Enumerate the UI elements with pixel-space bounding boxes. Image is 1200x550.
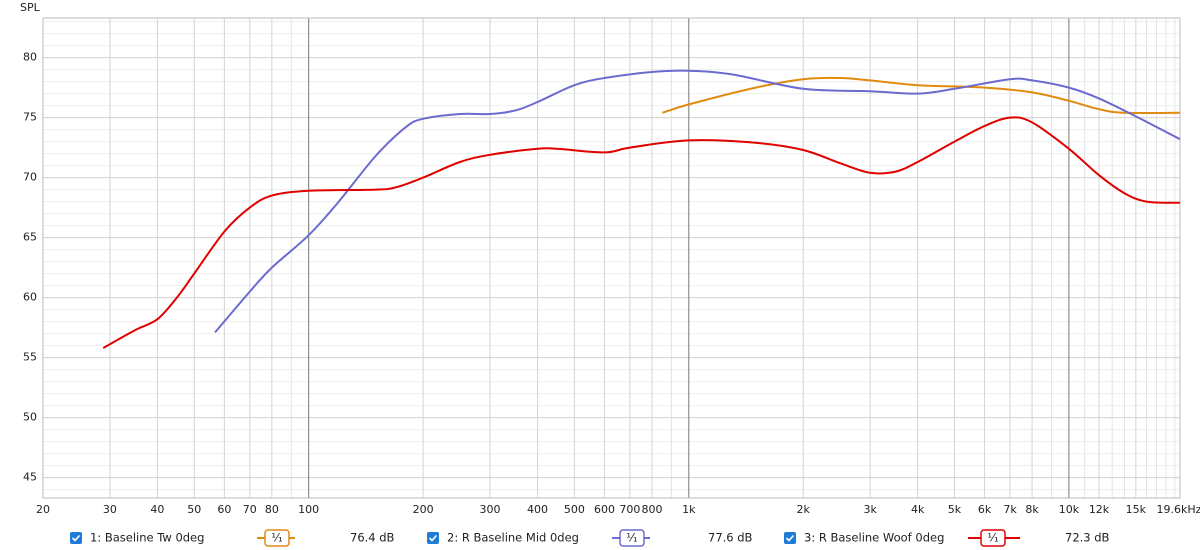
checkmark: [785, 534, 795, 542]
x-tick-label: 12k: [1089, 503, 1110, 516]
x-tick-label: 300: [480, 503, 501, 516]
x-tick-label: 100: [298, 503, 319, 516]
readout: 77.6 dB: [708, 531, 753, 545]
plot-frame: [42, 17, 1181, 499]
smoothing-button[interactable]: [619, 529, 645, 547]
x-tick-label: 6k: [978, 503, 992, 516]
x-tick-label: 10k: [1059, 503, 1080, 516]
y-tick-label: 55: [23, 351, 37, 364]
checkmark: [428, 534, 438, 542]
x-tick-label: 8k: [1025, 503, 1039, 516]
y-tick-label: 75: [23, 111, 37, 124]
y-axis-label: SPL: [20, 1, 41, 14]
smoothing-button[interactable]: [264, 529, 290, 547]
checkmark: [71, 534, 81, 542]
y-tick-label: 60: [23, 291, 37, 304]
readout: 76.4 dB: [350, 531, 395, 545]
x-tick-label: 15k: [1126, 503, 1147, 516]
y-tick-label: 45: [23, 471, 37, 484]
legend-label: 2: R Baseline Mid 0deg: [447, 531, 579, 545]
x-tick-label: 60: [217, 503, 231, 516]
x-tick-label: 3k: [863, 503, 877, 516]
legend-label: 3: R Baseline Woof 0deg: [804, 531, 944, 545]
checkbox[interactable]: [427, 532, 439, 544]
smoothing-label: ¹⁄₁: [626, 531, 637, 545]
series-line: [102, 116, 1181, 349]
y-tick-label: 50: [23, 411, 37, 424]
x-tick-label: 5k: [948, 503, 962, 516]
series-line: [214, 69, 1181, 334]
x-tick-label: 500: [564, 503, 585, 516]
y-tick-label: 70: [23, 171, 37, 184]
x-tick-label: 4k: [911, 503, 925, 516]
x-tick-label: 80: [265, 503, 279, 516]
x-tick-label: 400: [527, 503, 548, 516]
x-tick-label: 2k: [797, 503, 811, 516]
checkbox[interactable]: [784, 532, 796, 544]
smoothing-button[interactable]: [980, 529, 1006, 547]
x-tick-label: 19.6kHz: [1157, 503, 1200, 516]
x-tick-label: 1k: [682, 503, 696, 516]
x-tick-label: 7k: [1003, 503, 1017, 516]
legend-label: 1: Baseline Tw 0deg: [90, 531, 204, 545]
x-tick-label: 40: [150, 503, 164, 516]
x-tick-label: 700: [619, 503, 640, 516]
x-tick-label: 30: [103, 503, 117, 516]
x-tick-label: 50: [187, 503, 201, 516]
x-tick-label: 800: [641, 503, 662, 516]
y-tick-label: 65: [23, 231, 37, 244]
x-tick-label: 20: [36, 503, 50, 516]
x-tick-label: 70: [243, 503, 257, 516]
y-tick-label: 80: [23, 51, 37, 64]
smoothing-label: ¹⁄₁: [987, 531, 998, 545]
checkbox[interactable]: [70, 532, 82, 544]
x-tick-label: 600: [594, 503, 615, 516]
series-line: [662, 76, 1181, 115]
smoothing-label: ¹⁄₁: [271, 531, 282, 545]
x-tick-label: 200: [413, 503, 434, 516]
readout: 72.3 dB: [1065, 531, 1110, 545]
